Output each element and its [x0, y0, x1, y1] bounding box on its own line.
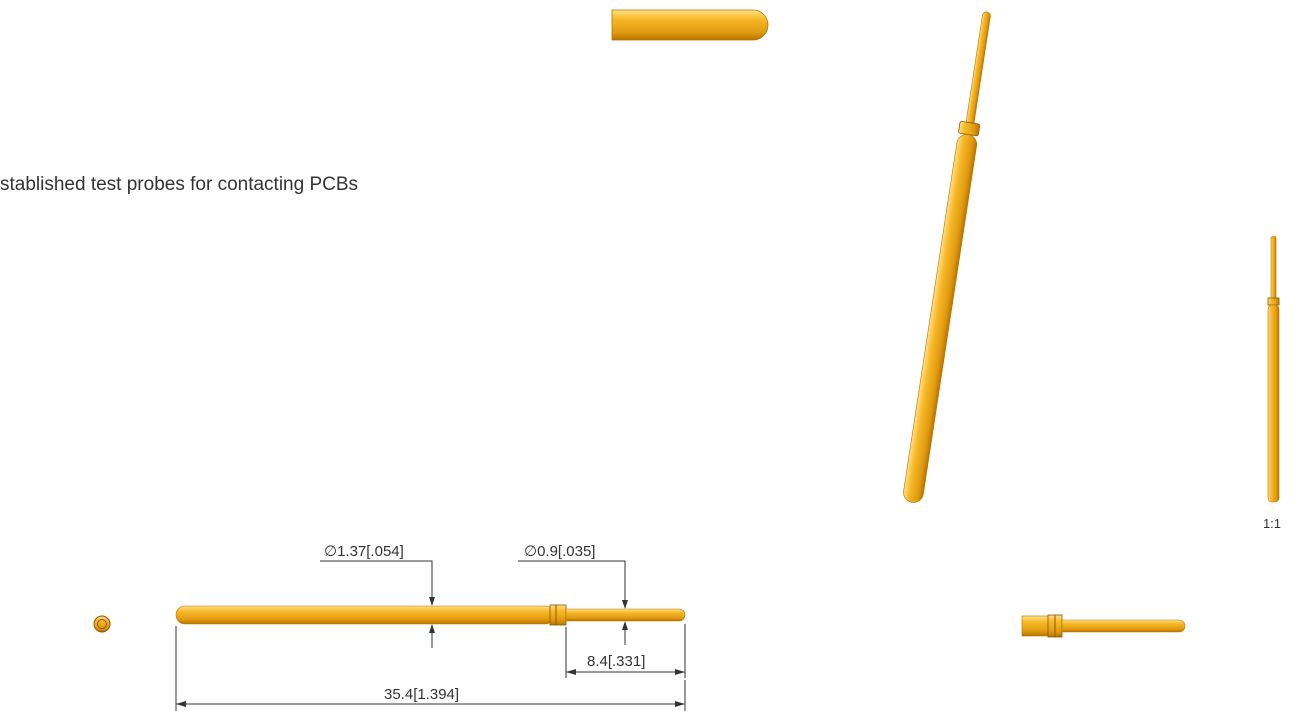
probe-top-view — [611, 9, 769, 41]
probe-side-view — [1267, 235, 1280, 503]
dimension-label: ∅0.9[.035] — [524, 543, 595, 560]
dimension-total-length: 35.4[1.394] — [175, 626, 686, 711]
dimension-label: ∅1.37[.054] — [324, 543, 404, 560]
intro-text: stablished test probes for contacting PC… — [0, 174, 358, 195]
probe-front-view — [175, 604, 686, 626]
dimension-label: 8.4[.331] — [587, 653, 645, 670]
probe-iso-view — [903, 11, 991, 503]
scale-label: 1:1 — [1263, 516, 1281, 531]
dimension-label: 35.4[1.394] — [384, 686, 459, 703]
dimension-tip-length: 8.4[.331] — [565, 624, 686, 678]
probe-end-view — [93, 615, 111, 633]
dimension-body-diameter: ∅1.37[.054] — [320, 543, 435, 648]
probe-top-right-view — [1021, 614, 1186, 638]
dimension-tip-diameter: ∅0.9[.035] — [518, 543, 628, 645]
